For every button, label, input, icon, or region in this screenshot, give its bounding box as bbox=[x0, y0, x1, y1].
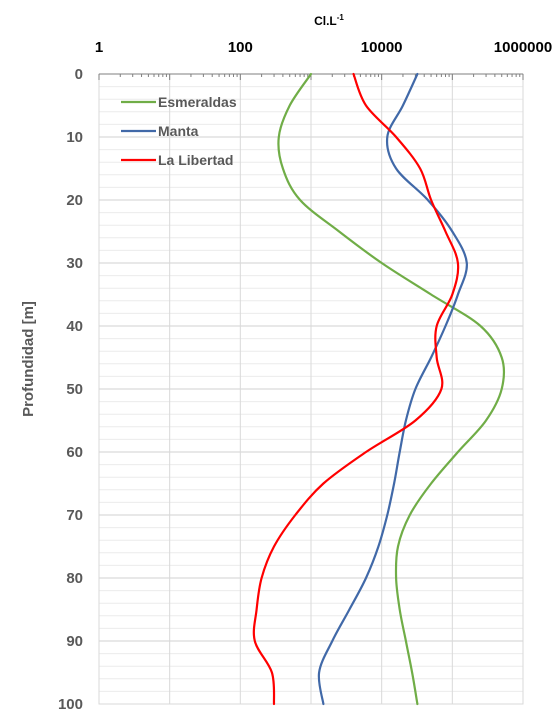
x-tick-label: 1000000 bbox=[494, 39, 552, 56]
gridlines bbox=[98, 73, 524, 705]
y-tick-label: 20 bbox=[66, 192, 83, 209]
y-tick-label: 0 bbox=[75, 66, 83, 83]
tick-labels: 1 100 10000 1000000 0 10 20 30 40 50 60 70 80 90 100 bbox=[58, 39, 552, 709]
legend-label-manta: Manta bbox=[158, 123, 199, 139]
y-tick-label: 100 bbox=[58, 696, 83, 709]
y-tick-label: 50 bbox=[66, 381, 83, 398]
y-tick-label: 80 bbox=[66, 570, 83, 587]
y-tick-label: 10 bbox=[66, 129, 83, 146]
y-tick-label: 90 bbox=[66, 633, 83, 650]
y-axis-title: Profundidad [m] bbox=[20, 301, 37, 417]
y-tick-label: 60 bbox=[66, 444, 83, 461]
x-tick-label: 10000 bbox=[361, 39, 403, 56]
series-line-la-libertad bbox=[252, 72, 460, 706]
series-line-manta bbox=[317, 72, 468, 706]
y-tick-label: 30 bbox=[66, 255, 83, 272]
x-tick-label: 1 bbox=[95, 39, 103, 56]
y-tick-label: 40 bbox=[66, 318, 83, 335]
data-series bbox=[252, 72, 506, 706]
series-line-esmeraldas bbox=[277, 72, 506, 706]
x-axis-title: Cl.L-1 bbox=[314, 13, 344, 28]
legend-label-la-libertad: La Libertad bbox=[158, 152, 233, 168]
y-tick-label: 70 bbox=[66, 507, 83, 524]
legend: Esmeraldas Manta La Libertad bbox=[121, 94, 237, 168]
x-tick-label: 100 bbox=[228, 39, 253, 56]
legend-label-esmeraldas: Esmeraldas bbox=[158, 94, 237, 110]
